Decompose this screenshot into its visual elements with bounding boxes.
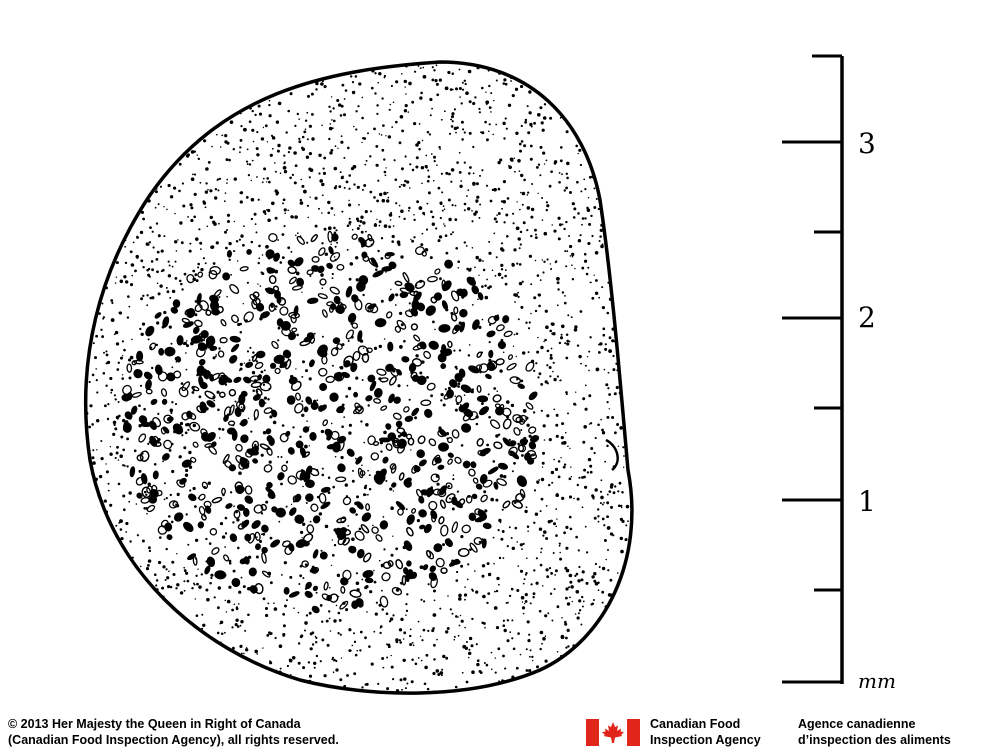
- ruler-label-3: 3: [858, 127, 876, 160]
- seed-body: [83, 60, 634, 695]
- copyright-notice: © 2013 Her Majesty the Queen in Right of…: [8, 716, 339, 748]
- ruler-unit-label: mm: [858, 669, 896, 693]
- canada-flag-icon: [586, 719, 640, 746]
- copyright-line-2: (Canadian Food Inspection Agency), all r…: [8, 733, 339, 747]
- ruler-label-1: 1: [858, 485, 876, 518]
- agency-en-line-2: Inspection Agency: [650, 733, 761, 747]
- scale-ruler: 3 2 1 mm: [782, 54, 896, 693]
- agency-name-english: Canadian Food Inspection Agency: [650, 716, 761, 748]
- agency-en-line-1: Canadian Food: [650, 717, 741, 731]
- seed-outline: [83, 60, 634, 695]
- seed-hilum-notch: [605, 438, 619, 471]
- agency-fr-line-2: d’inspection des aliments: [798, 733, 951, 747]
- ruler-label-2: 2: [858, 301, 876, 334]
- agency-name-french: Agence canadienne d’inspection des alime…: [798, 716, 951, 748]
- copyright-line-1: © 2013 Her Majesty the Queen in Right of…: [8, 717, 301, 731]
- agency-fr-line-1: Agence canadienne: [798, 717, 916, 731]
